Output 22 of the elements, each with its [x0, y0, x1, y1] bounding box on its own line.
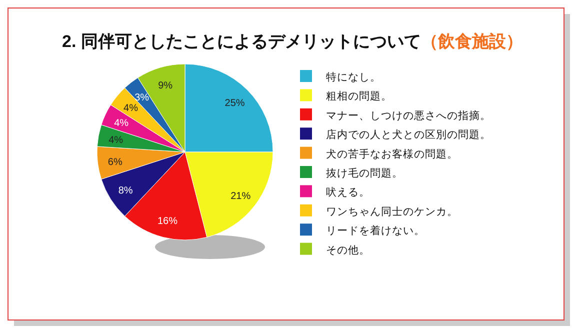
- data-label: 21%: [230, 191, 251, 202]
- legend-label: リードを着けない。: [326, 224, 425, 238]
- data-label: 4%: [114, 118, 129, 130]
- legend-label: ワンちゃん同士のケンカ。: [326, 204, 458, 218]
- data-label: 4%: [108, 134, 124, 146]
- data-label: 25%: [224, 98, 245, 110]
- legend-label: 吠える。: [326, 186, 370, 199]
- data-label: 9%: [158, 80, 173, 92]
- data-label: 4%: [124, 103, 138, 114]
- legend-label: 抜け毛の問題。: [326, 166, 403, 180]
- chart-subtitle: （飲食施設）: [420, 32, 523, 51]
- data-label: 3%: [134, 92, 150, 104]
- legend-label: その他。: [326, 244, 370, 256]
- chart-title: 2. 同伴可としたことによるデメリットについて: [62, 32, 421, 51]
- legend-label: 店内での人と犬との区別の問題。: [326, 128, 491, 142]
- data-label: 6%: [108, 156, 122, 168]
- data-label: 8%: [118, 186, 133, 197]
- legend-label: 特になし。: [326, 72, 381, 84]
- data-label: 16%: [157, 216, 178, 228]
- legend-label: 犬の苦手なお客様の問題。: [326, 147, 458, 160]
- legend-label: 粗相の問題。: [326, 90, 392, 103]
- legend-label: マナー、しつけの悪さへの指摘。: [326, 108, 491, 122]
